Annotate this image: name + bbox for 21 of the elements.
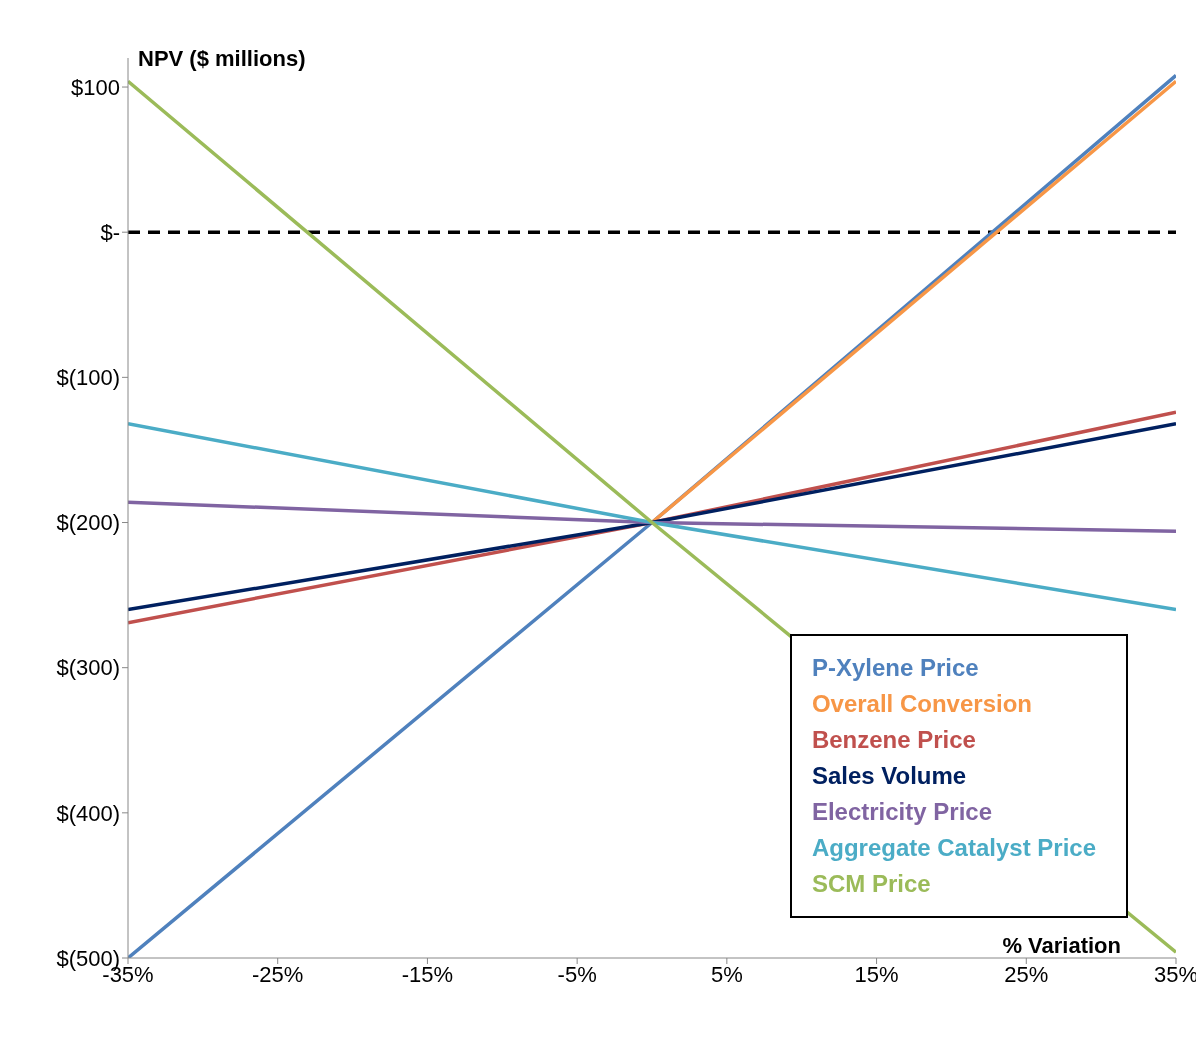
y-tick-label: $100 [71,74,120,100]
text: Electricity Price [811,797,993,827]
text: Aggregate Catalyst Price [811,833,1096,863]
text: Sales Volume [811,761,968,791]
y-tick-label: $- [100,220,120,245]
x-tick-label: 25% [1004,961,1049,987]
text: P-Xylene Price [811,653,980,683]
text: SCM Price [811,869,932,899]
x-axis-title: % Variation [1002,933,1121,958]
text: Overall Conversion [811,689,1033,719]
x-tick-label: -25% [252,961,304,987]
y-tick-label: $(400) [56,800,120,826]
text: Benzene Price [811,725,977,755]
y-tick-label: $(300) [56,655,120,681]
x-tick-label: -15% [401,961,454,987]
x-tick-label: 15% [854,961,899,987]
y-tick-label: $(200) [56,510,120,536]
x-tick-label: -5% [557,961,597,987]
x-tick-label: 5% [710,961,743,987]
y-tick-label: $(100) [56,365,120,391]
y-axis-title: NPV ($ millions) [138,45,306,71]
